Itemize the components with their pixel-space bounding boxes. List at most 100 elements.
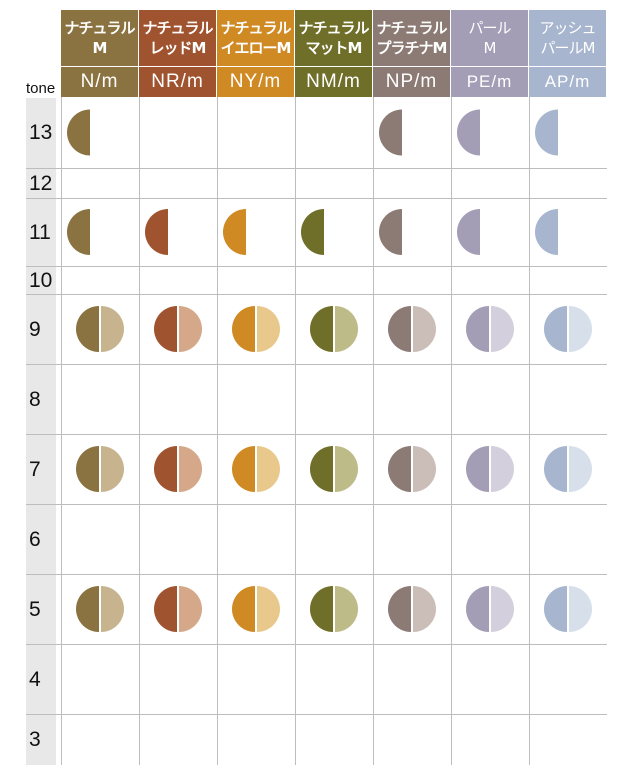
column-header-name-line: ナチュラル (142, 19, 213, 37)
swatch-dark-half (310, 586, 333, 632)
tone-label: 4 (26, 645, 56, 714)
swatch (544, 446, 592, 492)
swatch (466, 446, 514, 492)
swatch-light-half (413, 306, 436, 352)
swatch-light-half (179, 446, 202, 492)
swatch-dark-half (232, 586, 255, 632)
swatch-dark-half (67, 109, 90, 156)
swatch (544, 586, 592, 632)
swatch-dark-half (154, 446, 177, 492)
swatch (379, 109, 402, 156)
swatch-light-half (179, 586, 202, 632)
swatch-light-half (257, 306, 280, 352)
swatch-dark-half (544, 446, 567, 492)
column-header-name: ナチュラル レッドM (139, 10, 216, 66)
swatch-dark-half (535, 109, 558, 156)
swatch-light-half (569, 446, 592, 492)
column-header-name-line: M (483, 39, 497, 57)
swatch (379, 209, 402, 255)
swatch-dark-half (67, 209, 90, 255)
swatch-light-half (491, 306, 514, 352)
column-header-code: NR/m (139, 67, 216, 97)
column-header-name: アッシュパールM (529, 10, 606, 66)
swatch-light-half (179, 306, 202, 352)
swatch-dark-half (301, 209, 324, 255)
swatch-light-half (569, 306, 592, 352)
swatch-light-half (257, 446, 280, 492)
column-header-code: AP/m (529, 67, 606, 97)
tone-label: 5 (26, 575, 56, 644)
swatch (154, 306, 202, 352)
swatch (232, 586, 280, 632)
column-header-name-line: アッシュ (539, 19, 596, 37)
swatch-dark-half (388, 586, 411, 632)
swatch (67, 209, 90, 255)
swatch-dark-half (232, 306, 255, 352)
column-header-name-line: プラチナM (376, 39, 448, 57)
swatch (154, 586, 202, 632)
swatch-dark-half (457, 209, 480, 255)
column-header-name-line: ナチュラル (376, 19, 447, 37)
swatch-light-half (569, 586, 592, 632)
tone-label: 6 (26, 505, 56, 574)
swatch (232, 446, 280, 492)
swatch-dark-half (154, 306, 177, 352)
column-header-code: N/m (61, 67, 138, 97)
swatch-dark-half (388, 446, 411, 492)
column-header-name-line: ナチュラル (220, 19, 291, 37)
swatch (232, 306, 280, 352)
swatch-light-half (491, 446, 514, 492)
swatch (301, 209, 324, 255)
column-header-code: PE/m (451, 67, 528, 97)
column-header-name-line: ナチュラル (298, 19, 369, 37)
tone-label: 3 (26, 715, 56, 765)
column-header-name-line: M (92, 39, 108, 57)
swatch-dark-half (379, 209, 402, 255)
swatch (544, 306, 592, 352)
tone-label: 12 (26, 169, 56, 198)
swatch-dark-half (466, 586, 489, 632)
column-header-name: ナチュラルマットM (295, 10, 372, 66)
swatch-dark-half (76, 586, 99, 632)
swatch-light-half (335, 306, 358, 352)
tone-axis-label: tone (26, 80, 56, 97)
swatch-dark-half (457, 109, 480, 156)
column-header-name-line: パールM (540, 39, 596, 57)
swatch (76, 306, 124, 352)
swatch (466, 586, 514, 632)
swatch-light-half (413, 446, 436, 492)
swatch (310, 586, 358, 632)
swatch (154, 446, 202, 492)
tone-label: 11 (26, 199, 56, 266)
swatch (457, 209, 480, 255)
swatch-light-half (335, 586, 358, 632)
swatch (535, 209, 558, 255)
tone-label: 13 (26, 98, 56, 168)
column-header-name: ナチュラル M (61, 10, 138, 66)
swatch (466, 306, 514, 352)
tone-label: 10 (26, 267, 56, 294)
swatch (388, 306, 436, 352)
swatch-light-half (413, 586, 436, 632)
swatch (76, 446, 124, 492)
swatch-dark-half (145, 209, 168, 255)
swatch-dark-half (154, 586, 177, 632)
swatch-light-half (101, 446, 124, 492)
swatch-dark-half (232, 446, 255, 492)
column-header-code: NM/m (295, 67, 372, 97)
swatch-light-half (101, 586, 124, 632)
column-header-name-line: マットM (305, 39, 363, 57)
swatch-dark-half (76, 446, 99, 492)
column-header-name: ナチュラルプラチナM (373, 10, 450, 66)
swatch (310, 446, 358, 492)
column-header-name: ナチュラル イエローM (217, 10, 294, 66)
column-header-name: パール M (451, 10, 528, 66)
tone-label: 7 (26, 435, 56, 504)
swatch-light-half (491, 586, 514, 632)
swatch (388, 586, 436, 632)
swatch-dark-half (379, 109, 402, 156)
swatch (67, 109, 90, 156)
swatch (145, 209, 168, 255)
